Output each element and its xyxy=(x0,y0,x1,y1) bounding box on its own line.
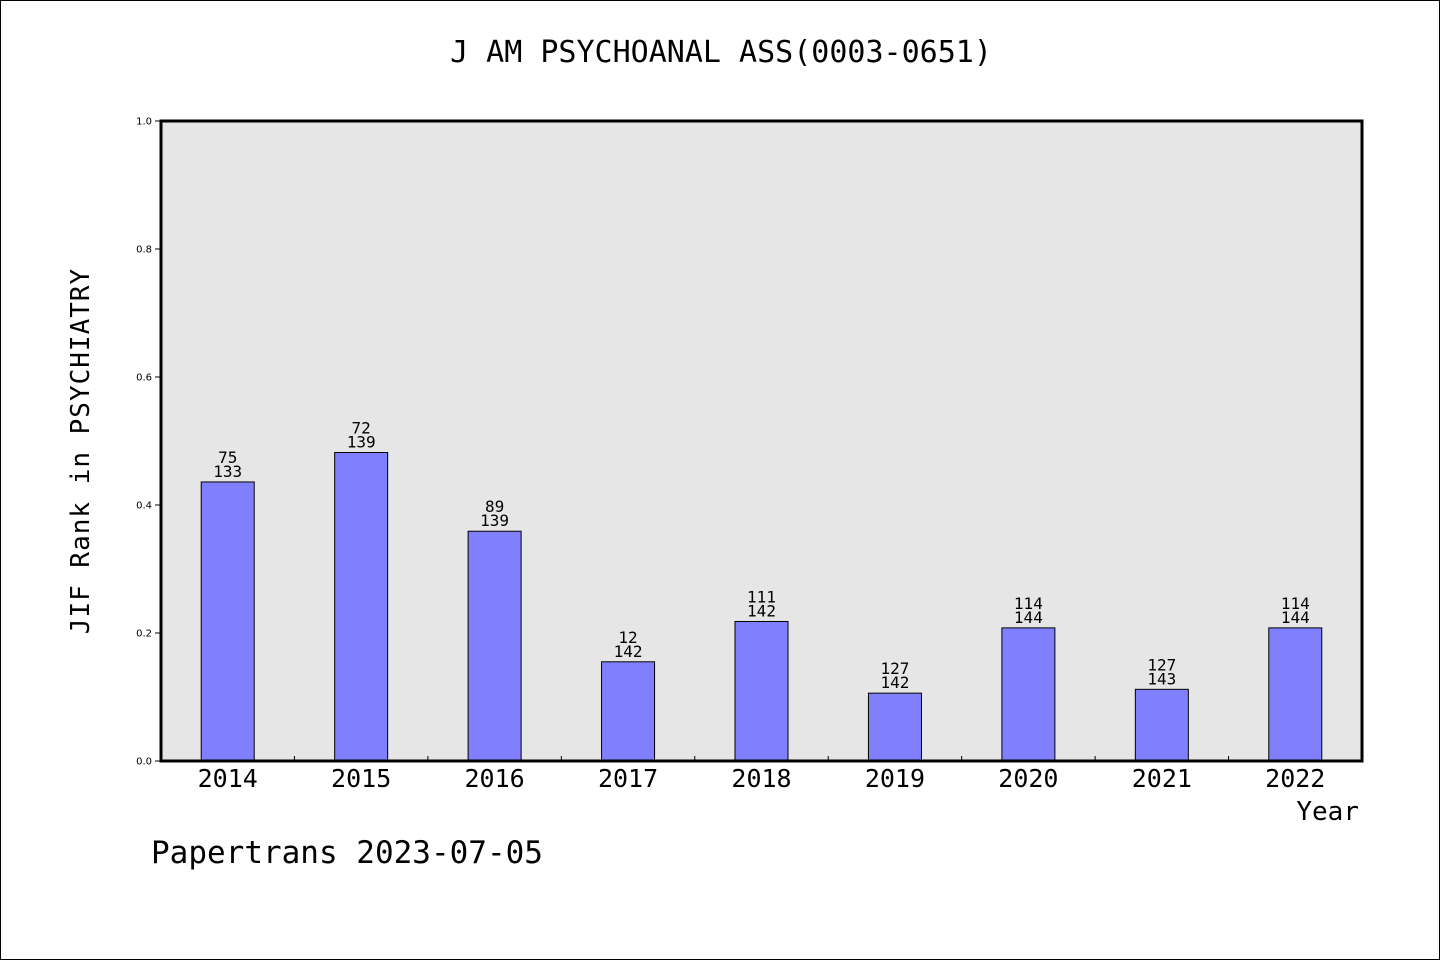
y-tick-label: 1.0 xyxy=(136,117,152,128)
y-tick-label: 0.2 xyxy=(136,629,152,640)
bar-2017 xyxy=(601,661,656,762)
bar-2019 xyxy=(867,692,922,762)
plot-border xyxy=(159,119,1364,763)
rank-label-2020: 114 xyxy=(1014,594,1043,613)
bar-2018 xyxy=(734,620,789,762)
y-tick-label: 0.8 xyxy=(136,245,152,256)
x-tick-label-2016: 2016 xyxy=(465,764,525,793)
x-tick-label-2015: 2015 xyxy=(331,764,391,793)
bar-2016 xyxy=(467,530,522,762)
x-axis-label: Year xyxy=(1296,797,1359,827)
total-label-2014: 133 xyxy=(213,462,242,481)
total-label-2022: 144 xyxy=(1281,608,1310,627)
bar-2021 xyxy=(1134,688,1189,762)
y-tick-label: 0.6 xyxy=(136,373,152,384)
x-tick-label-2022: 2022 xyxy=(1265,764,1325,793)
bar-2014 xyxy=(200,481,255,762)
rank-label-2015: 72 xyxy=(352,419,371,438)
rank-label-2022: 114 xyxy=(1281,594,1310,613)
y-tick-label: 0.0 xyxy=(136,757,152,768)
bar-2022 xyxy=(1268,627,1323,762)
y-tick-label: 0.4 xyxy=(136,501,152,512)
total-label-2016: 139 xyxy=(480,511,509,530)
total-label-2019: 142 xyxy=(880,673,909,692)
x-tick-label-2020: 2020 xyxy=(998,764,1058,793)
rank-label-2017: 12 xyxy=(618,628,637,647)
bar-2015 xyxy=(334,452,389,762)
rank-label-2018: 111 xyxy=(747,587,776,606)
x-tick-label-2021: 2021 xyxy=(1132,764,1192,793)
bar-2020 xyxy=(1001,627,1056,762)
rank-label-2019: 127 xyxy=(880,659,909,678)
total-label-2015: 139 xyxy=(347,433,376,452)
total-label-2018: 142 xyxy=(747,601,776,620)
rank-label-2016: 89 xyxy=(485,497,504,516)
total-label-2017: 142 xyxy=(614,642,643,661)
rank-label-2014: 75 xyxy=(218,448,237,467)
x-tick-label-2017: 2017 xyxy=(598,764,658,793)
x-tick-label-2019: 2019 xyxy=(865,764,925,793)
total-label-2020: 144 xyxy=(1014,608,1043,627)
rank-label-2021: 127 xyxy=(1147,655,1176,674)
footer-credit: Papertrans 2023-07-05 xyxy=(151,835,543,871)
total-label-2021: 143 xyxy=(1147,669,1176,688)
chart-title: J AM PSYCHOANAL ASS(0003-0651) xyxy=(450,35,992,70)
x-tick-label-2018: 2018 xyxy=(731,764,791,793)
x-tick-label-2014: 2014 xyxy=(198,764,258,793)
